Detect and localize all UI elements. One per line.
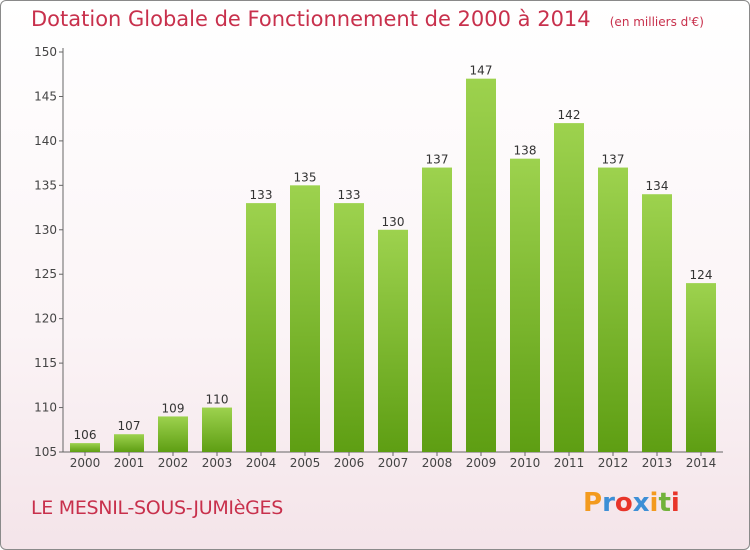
bar-2006: [334, 203, 364, 452]
value-label: 124: [690, 268, 713, 282]
value-label: 134: [646, 179, 669, 193]
y-tick-label: 120: [34, 312, 57, 326]
x-tick-label: 2012: [598, 456, 629, 470]
y-tick-label: 130: [34, 223, 57, 237]
x-tick-label: 2002: [158, 456, 189, 470]
logo-letter: i: [670, 488, 680, 518]
value-label: 110: [206, 393, 229, 407]
value-label: 133: [338, 188, 361, 202]
x-tick-label: 2000: [70, 456, 101, 470]
bar-2001: [114, 434, 144, 452]
x-tick-label: 2008: [422, 456, 453, 470]
bar-2013: [642, 194, 672, 452]
logo-letter: t: [658, 488, 671, 518]
x-tick-label: 2004: [246, 456, 277, 470]
value-label: 109: [162, 401, 185, 415]
chart-unit: (en milliers d'€): [609, 15, 704, 29]
bar-2003: [202, 407, 232, 452]
y-tick-label: 140: [34, 134, 57, 148]
value-label: 142: [558, 108, 581, 122]
bar-2007: [378, 229, 408, 452]
logo-letter: o: [614, 488, 633, 518]
value-label: 137: [602, 153, 625, 167]
commune-name: LE MESNIL-SOUS-JUMIèGES: [31, 497, 283, 519]
value-label: 133: [250, 188, 273, 202]
x-tick-label: 2010: [510, 456, 541, 470]
x-tick-label: 2007: [378, 456, 409, 470]
value-label: 135: [294, 170, 317, 184]
chart-title: Dotation Globale de Fonctionnement de 20…: [31, 7, 591, 31]
title-row: Dotation Globale de Fonctionnement de 20…: [31, 7, 704, 31]
bar-2009: [466, 78, 496, 453]
proxiti-logo[interactable]: Proxiti: [583, 488, 680, 518]
bar-2010: [510, 158, 540, 452]
x-tick-label: 2014: [686, 456, 717, 470]
value-label: 147: [470, 64, 493, 78]
y-tick-label: 125: [34, 267, 57, 281]
value-label: 137: [426, 153, 449, 167]
x-tick-label: 2006: [334, 456, 365, 470]
x-tick-label: 2009: [466, 456, 497, 470]
y-tick-label: 150: [34, 45, 57, 59]
value-label: 138: [514, 144, 537, 158]
value-label: 106: [74, 428, 97, 442]
bar-2005: [290, 185, 320, 453]
y-tick-label: 110: [34, 401, 57, 415]
value-label: 107: [118, 419, 141, 433]
bar-2014: [686, 283, 716, 452]
logo-letter: P: [583, 488, 603, 518]
x-tick-label: 2003: [202, 456, 233, 470]
logo-letter: i: [649, 488, 659, 518]
x-tick-label: 2005: [290, 456, 321, 470]
bar-2012: [598, 167, 628, 453]
logo-letter: x: [632, 488, 650, 518]
y-tick-label: 105: [34, 445, 57, 459]
bar-2008: [422, 167, 452, 453]
axes: 105 110 115 120 125 130 135 140 145 150 2000 2001 20…: [34, 45, 723, 470]
bar-2004: [246, 203, 276, 452]
x-tick-label: 2001: [114, 456, 145, 470]
x-tick-label: 2013: [642, 456, 673, 470]
y-tick-label: 115: [34, 356, 57, 370]
bars: [70, 78, 716, 453]
bar-2011: [554, 123, 584, 452]
logo-letter: r: [602, 488, 615, 518]
value-labels: 106 107 109 110 133 135 133 130 137 147 138 142 137 1…: [74, 64, 713, 442]
value-label: 130: [382, 215, 405, 229]
x-tick-label: 2011: [554, 456, 585, 470]
bar-2002: [158, 416, 188, 452]
bar-2000: [70, 443, 100, 452]
y-tick-label: 145: [34, 89, 57, 103]
y-tick-label: 135: [34, 178, 57, 192]
